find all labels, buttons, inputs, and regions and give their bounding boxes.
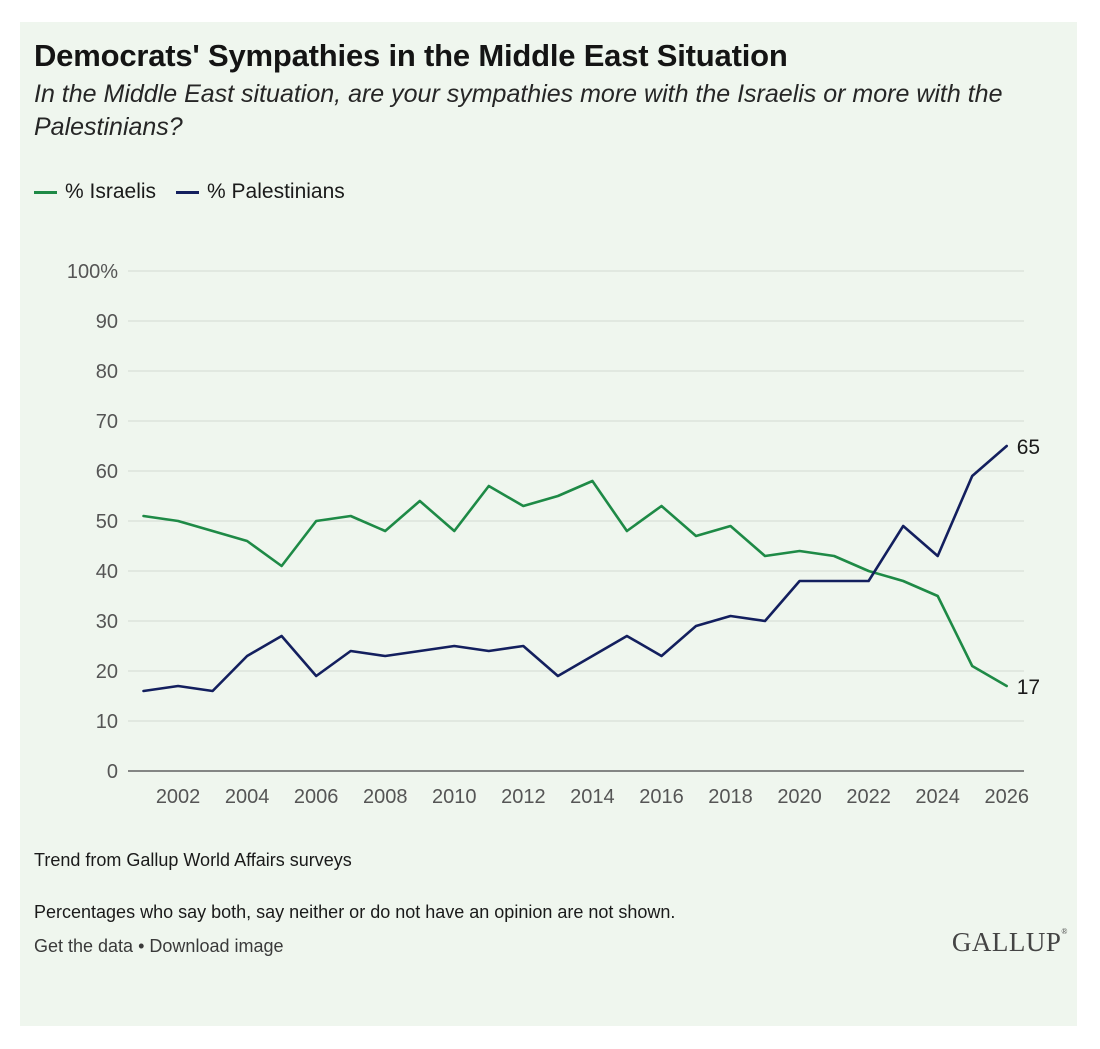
gallup-logo: GALLUP® [952, 927, 1068, 958]
x-tick-label: 2016 [639, 786, 684, 808]
chart-title: Democrats' Sympathies in the Middle East… [34, 38, 788, 73]
gallup-logo-text: GALLUP [951, 927, 1062, 957]
x-tick-label: 2008 [363, 786, 408, 808]
chart-subtitle: In the Middle East situation, are your s… [34, 80, 1003, 141]
percentages-note: Percentages who say both, say neither or… [34, 902, 676, 922]
legend-label-palestinians: % Palestinians [207, 180, 345, 203]
download-image-link[interactable]: Download image [149, 936, 284, 956]
x-tick-label: 2018 [708, 786, 753, 808]
series-line-palestinians [142, 444, 1009, 693]
x-tick-label: 2004 [225, 786, 270, 808]
gallup-logo-mark: ® [1061, 927, 1068, 936]
series-line-israelis [142, 479, 1009, 688]
legend-item-israelis: % Israelis [34, 180, 156, 204]
footer-links: Get the data • Download image [34, 936, 284, 957]
y-tick-label: 50 [96, 511, 118, 533]
chart-card [20, 22, 1077, 1026]
end-label-israelis: 17 [1017, 676, 1040, 699]
legend-label-israelis: % Israelis [65, 180, 157, 203]
y-tick-label: 60 [96, 461, 118, 483]
x-tick-label: 2014 [570, 786, 615, 808]
legend-swatch-israelis [34, 190, 57, 194]
x-tick-label: 2002 [156, 786, 201, 808]
y-tick-label: 100% [67, 261, 118, 283]
y-tick-label: 20 [96, 661, 118, 683]
y-tick-label: 30 [96, 611, 118, 633]
x-tick-label: 2006 [294, 786, 339, 808]
y-tick-label: 10 [96, 711, 118, 733]
chart-legend: % Israelis % Palestinians [34, 180, 365, 204]
trend-note: Trend from Gallup World Affairs surveys [34, 850, 352, 870]
legend-swatch-palestinians [176, 190, 200, 194]
y-tick-label: 40 [96, 561, 118, 583]
end-label-palestinians: 65 [1017, 436, 1040, 459]
x-tick-label: 2020 [777, 786, 822, 808]
y-tick-label: 0 [107, 761, 118, 783]
y-tick-label: 90 [96, 311, 118, 333]
x-tick-label: 2012 [501, 786, 546, 808]
y-tick-label: 80 [96, 361, 118, 383]
x-tick-label: 2024 [915, 786, 960, 808]
get-data-link[interactable]: Get the data [34, 936, 134, 956]
x-tick-label: 2026 [984, 786, 1029, 808]
footer-separator: • [138, 936, 145, 956]
y-tick-label: 70 [96, 411, 118, 433]
legend-item-palestinians: % Palestinians [176, 180, 345, 204]
x-tick-label: 2010 [432, 786, 477, 808]
x-tick-label: 2022 [846, 786, 891, 808]
